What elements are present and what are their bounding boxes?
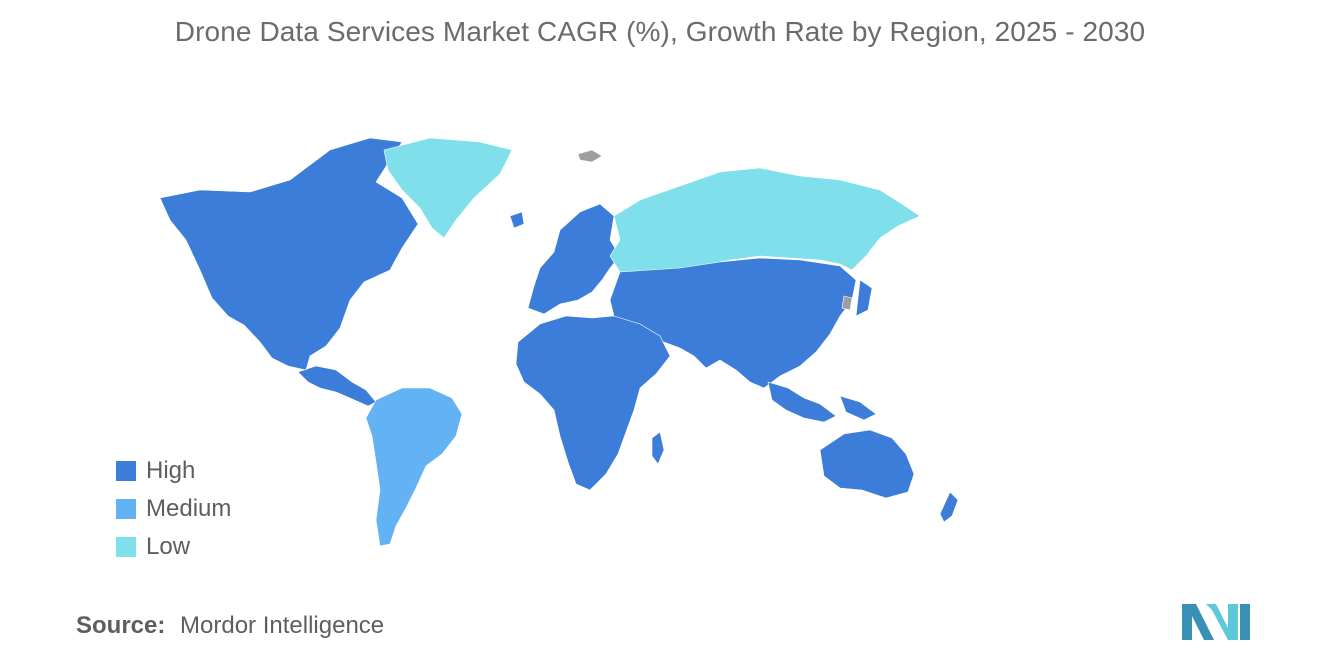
region-new-zealand [939,491,959,523]
legend-item-high: High [116,452,231,490]
source-label: Source: [76,612,166,639]
chart-title: Drone Data Services Market CAGR (%), Gro… [174,16,1146,47]
region-madagascar [651,431,665,465]
legend-label-high: High [146,457,196,484]
legend-label-medium: Medium [146,495,232,522]
legend-item-low: Low [116,528,231,566]
legend-label-low: Low [146,533,191,560]
world-map [159,137,959,547]
legend-item-medium: Medium [116,490,231,528]
region-europe [509,203,621,315]
region-no-data-korea [841,295,853,311]
mordor-intelligence-logo-icon [1182,604,1250,640]
region-no-data-svalbard [577,149,603,163]
region-africa-middle-east [515,315,671,491]
legend-swatch-high [116,461,136,481]
source-line: Source: Mordor Intelligence [76,612,384,640]
region-southeast-asia [767,381,877,423]
legend-swatch-medium [116,499,136,519]
legend-swatch-low [116,537,136,557]
legend: High Medium Low [116,452,231,566]
source-value: Mordor Intelligence [180,612,385,639]
region-south-america [365,387,463,547]
region-australia [819,429,915,499]
region-greenland [383,137,513,239]
region-north-america [159,137,419,407]
